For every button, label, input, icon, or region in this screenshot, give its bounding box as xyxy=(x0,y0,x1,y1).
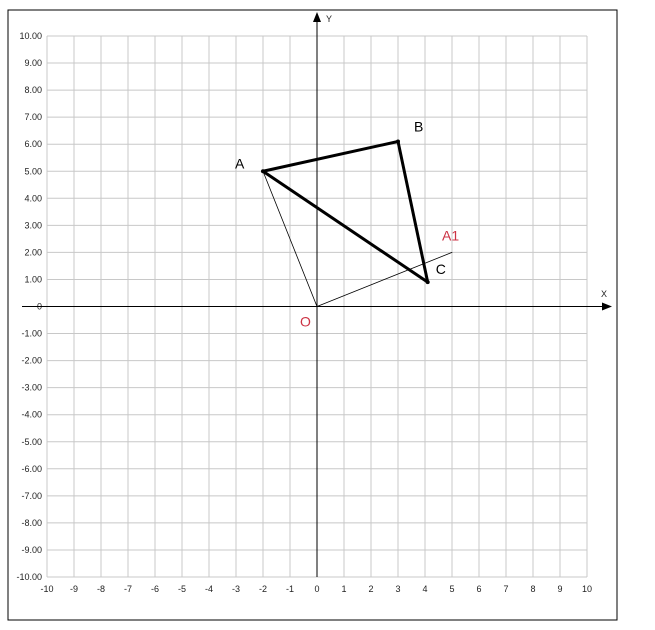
x-tick-label: 4 xyxy=(422,584,427,594)
y-tick-label: 4.00 xyxy=(24,193,42,203)
y-tick-label: 10.00 xyxy=(19,31,42,41)
point-label-O: O xyxy=(300,314,311,330)
y-tick-label: 7.00 xyxy=(24,112,42,122)
y-tick-label: -4.00 xyxy=(21,410,42,420)
point-label-A: A xyxy=(235,155,245,171)
x-tick-label: -3 xyxy=(232,584,240,594)
y-tick-label: 9.00 xyxy=(24,58,42,68)
x-tick-label: 1 xyxy=(341,584,346,594)
point-label-A1: A1 xyxy=(442,227,459,243)
x-tick-label: -10 xyxy=(40,584,53,594)
y-tick-label: -3.00 xyxy=(21,383,42,393)
x-tick-label: 2 xyxy=(368,584,373,594)
x-tick-label: -9 xyxy=(70,584,78,594)
x-axis-label: X xyxy=(601,289,607,299)
x-tick-label: 7 xyxy=(503,584,508,594)
point-C xyxy=(425,280,430,285)
y-tick-label: -1.00 xyxy=(21,329,42,339)
y-axis-arrow-icon xyxy=(313,12,321,22)
y-tick-label: 5.00 xyxy=(24,166,42,176)
y-tick-label: 2.00 xyxy=(24,247,42,257)
x-tick-label: 9 xyxy=(557,584,562,594)
x-tick-label: -6 xyxy=(151,584,159,594)
y-tick-label: 8.00 xyxy=(24,85,42,95)
segment-A-B xyxy=(261,139,400,173)
y-tick-label: 1.00 xyxy=(24,274,42,284)
x-tick-label: 8 xyxy=(530,584,535,594)
x-tick-label: 3 xyxy=(395,584,400,594)
point-label-B: B xyxy=(414,118,423,134)
segment-O-A1 xyxy=(316,251,453,307)
y-tick-label: -8.00 xyxy=(21,518,42,528)
point-label-C: C xyxy=(436,261,446,277)
x-tick-label: 5 xyxy=(449,584,454,594)
x-tick-label: -5 xyxy=(178,584,186,594)
y-tick-label: -6.00 xyxy=(21,464,42,474)
x-tick-label: 0 xyxy=(314,584,319,594)
y-tick-label: -2.00 xyxy=(21,356,42,366)
segment-O-A xyxy=(262,170,318,307)
x-tick-label: -4 xyxy=(205,584,213,594)
x-tick-label: -8 xyxy=(97,584,105,594)
point-B xyxy=(396,139,400,144)
x-tick-label: -7 xyxy=(124,584,132,594)
y-tick-label: -10.00 xyxy=(16,572,42,582)
y-tick-label: -5.00 xyxy=(21,437,42,447)
y-tick-label: -9.00 xyxy=(21,545,42,555)
segment-C-A xyxy=(261,169,430,284)
x-axis-arrow-icon xyxy=(602,302,612,311)
frame xyxy=(7,9,618,621)
x-tick-label: -2 xyxy=(259,584,267,594)
segment-B-C xyxy=(396,139,430,284)
y-axis-label: Y xyxy=(326,14,332,24)
y-tick-label: 3.00 xyxy=(24,220,42,230)
x-tick-label: -1 xyxy=(286,584,294,594)
x-tick-label: 6 xyxy=(476,584,481,594)
x-tick-label: 10 xyxy=(582,584,592,594)
point-A xyxy=(261,169,265,174)
y-tick-label: 6.00 xyxy=(24,139,42,149)
y-tick-label: -7.00 xyxy=(21,491,42,501)
